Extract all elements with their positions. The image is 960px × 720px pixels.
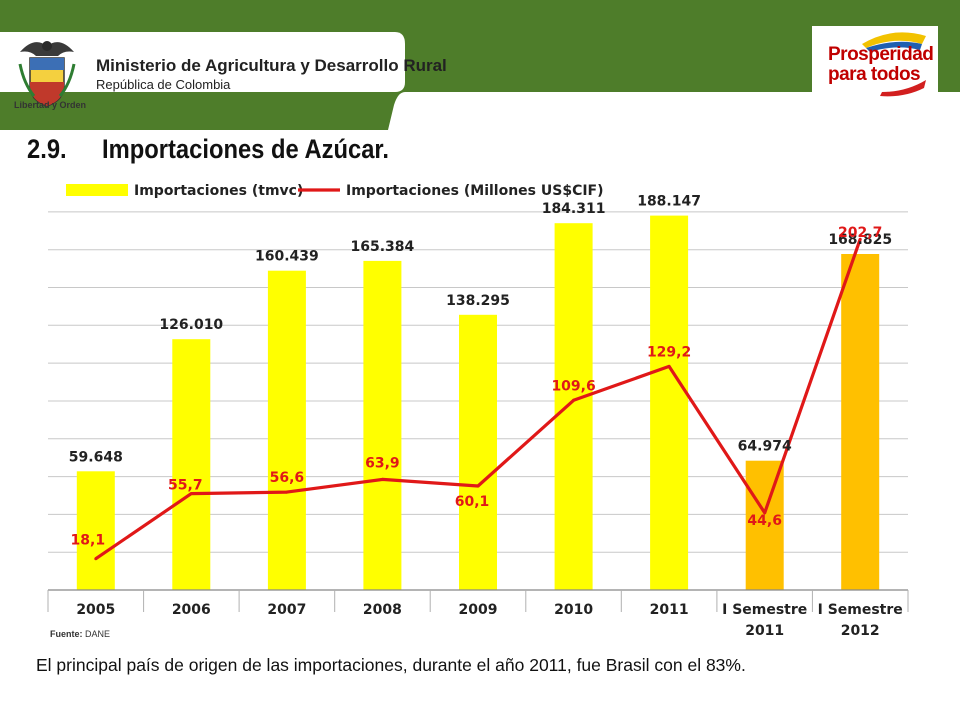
source-label: Fuente: xyxy=(50,629,83,639)
motto-text: Libertad y Orden xyxy=(13,100,86,110)
line-point xyxy=(763,511,767,515)
line-value-label: 129,2 xyxy=(647,344,691,360)
bar-value-label: 188.147 xyxy=(637,194,701,210)
legend: Importaciones (tmvc) Importaciones (Millo… xyxy=(66,183,604,199)
bar-2005 xyxy=(76,471,115,590)
x-tick-label: 2005 xyxy=(76,602,115,618)
bar-series xyxy=(76,215,880,590)
line-point xyxy=(380,477,384,481)
line-point xyxy=(94,557,98,561)
bar-2007 xyxy=(267,270,306,590)
x-tick-label: I Semestre xyxy=(722,602,807,618)
x-tick-label: 2008 xyxy=(363,602,402,618)
line-value-label: 18,1 xyxy=(71,533,106,549)
x-tick-label: 2010 xyxy=(554,602,593,618)
page-title: Importaciones de Azúcar. xyxy=(102,134,389,164)
line-series xyxy=(94,237,862,561)
source-note: Fuente: DANE xyxy=(50,629,110,639)
ministry-name: Ministerio de Agricultura y Desarrollo R… xyxy=(96,56,447,75)
line-point xyxy=(189,492,193,496)
bar-value-label: 184.311 xyxy=(542,201,606,217)
x-axis: 2005 2006 2007 2008 2009 2010 2011 I Semestre 20… xyxy=(47,589,909,639)
imports-chart: 59.648 126.010 160.439 165.384 138.295 184.31… xyxy=(47,183,909,639)
footnote-text: El principal país de origen de las impor… xyxy=(36,655,746,675)
x-tick-label: 2011 xyxy=(650,602,689,618)
ministry-header: Ministerio de Agricultura y Desarrollo R… xyxy=(96,56,447,92)
line-value-label: 60,1 xyxy=(455,494,490,510)
line-value-label: 56,6 xyxy=(270,470,305,486)
bar-value-label: 138.295 xyxy=(446,293,510,309)
bar-i-semestre-2012 xyxy=(841,254,880,590)
legend-swatch-bar xyxy=(66,184,128,196)
bar-value-label: 59.648 xyxy=(69,449,123,465)
bar-2011 xyxy=(650,215,689,590)
prosperidad-logo: Prosperidad para todos xyxy=(822,30,934,100)
bar-value-label: 165.384 xyxy=(351,239,415,255)
x-tick-label: I Semestre xyxy=(818,602,903,618)
line-point xyxy=(572,398,576,402)
line-value-label: 109,6 xyxy=(551,378,595,394)
line-value-label: 202,7 xyxy=(838,225,882,241)
line-point xyxy=(858,237,862,241)
brand-line-2: para todos xyxy=(828,64,921,85)
legend-label-bar: Importaciones (tmvc) xyxy=(134,183,303,199)
line-point xyxy=(285,490,289,494)
line-point xyxy=(476,484,480,488)
line-value-label: 44,6 xyxy=(747,513,782,529)
line-value-label: 55,7 xyxy=(168,478,203,494)
source-value: DANE xyxy=(85,629,111,639)
legend-label-line: Importaciones (Millones US$CIF) xyxy=(346,183,604,199)
bar-value-label: 64.974 xyxy=(738,439,792,455)
coat-of-arms-icon xyxy=(18,41,76,107)
x-tick-label: 2009 xyxy=(459,602,498,618)
bar-i-semestre-2011 xyxy=(745,460,784,590)
bar-2008 xyxy=(363,260,402,590)
header-band xyxy=(0,0,960,130)
bar-2009 xyxy=(459,314,497,590)
country-name: República de Colombia xyxy=(96,77,231,92)
x-tick-label: 2012 xyxy=(841,623,880,639)
bar-value-label: 160.439 xyxy=(255,249,319,265)
x-tick-label: 2006 xyxy=(172,602,211,618)
bar-2006 xyxy=(172,339,211,590)
section-number: 2.9. xyxy=(27,134,67,164)
data-labels: 59.648 126.010 160.439 165.384 138.295 184.31… xyxy=(69,194,892,549)
x-tick-label: 2007 xyxy=(267,602,306,618)
brand-line-1: Prosperidad xyxy=(828,44,934,65)
bar-value-label: 168.825 xyxy=(828,232,892,248)
x-tick-label: 2011 xyxy=(745,623,784,639)
bar-value-label: 126.010 xyxy=(159,317,223,333)
prosperidad-swoosh-icon xyxy=(862,32,926,97)
line-point xyxy=(667,364,671,368)
bar-2010 xyxy=(554,223,593,590)
line-value-label: 63,9 xyxy=(365,455,400,471)
